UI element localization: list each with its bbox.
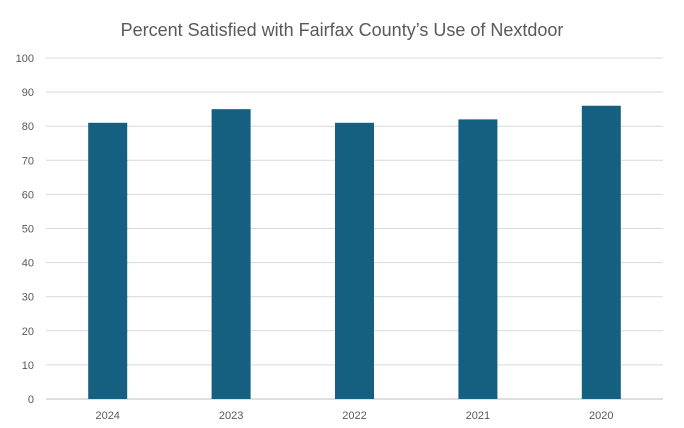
y-tick-label: 10: [22, 360, 34, 372]
y-tick-label: 40: [22, 258, 34, 270]
chart-title: Percent Satisfied with Fairfax County’s …: [120, 20, 564, 40]
y-tick-label: 70: [22, 155, 34, 167]
y-tick-label: 0: [28, 394, 34, 406]
x-tick-label: 2021: [466, 410, 490, 422]
y-tick-label: 50: [22, 224, 34, 236]
x-tick-label: 2024: [95, 410, 119, 422]
y-tick-label: 100: [16, 53, 34, 65]
y-tick-label: 60: [22, 189, 34, 201]
x-axis-tick-labels: 2024 2023 2022 2021 2020: [95, 410, 613, 422]
y-tick-label: 80: [22, 121, 34, 133]
bar-2020: [581, 105, 621, 400]
y-axis-tick-labels: 0 10 20 30 40 50 60 70 80 90 100: [16, 53, 34, 406]
bar-2023: [211, 109, 251, 400]
bar-2021: [458, 119, 498, 399]
x-tick-label: 2023: [219, 410, 243, 422]
x-tick-label: 2022: [342, 410, 366, 422]
y-tick-label: 30: [22, 292, 34, 304]
bars: [88, 105, 621, 400]
x-tick-label: 2020: [589, 410, 613, 422]
y-tick-label: 20: [22, 326, 34, 338]
bar-2022: [335, 122, 374, 399]
bar-2024: [88, 122, 128, 399]
y-tick-label: 90: [22, 87, 34, 99]
